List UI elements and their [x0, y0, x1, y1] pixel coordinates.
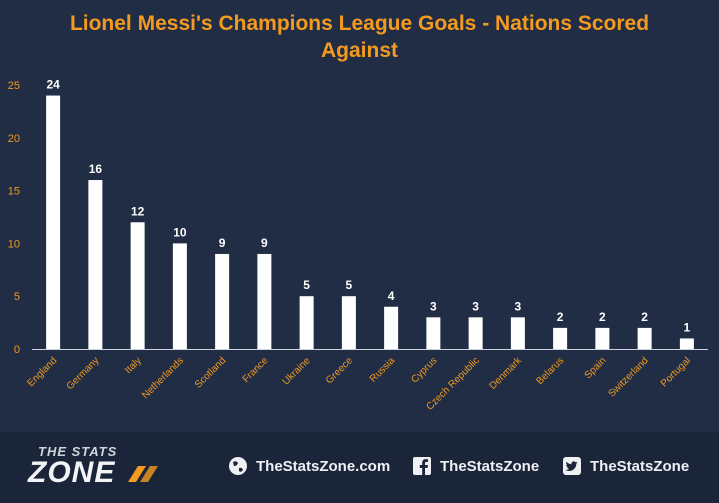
x-tick-label: Germany	[65, 355, 102, 392]
bar	[299, 296, 314, 349]
y-tick-label: 0	[14, 344, 20, 356]
data-label: 2	[641, 310, 648, 324]
bar	[130, 222, 145, 349]
data-label: 5	[303, 278, 310, 292]
bar	[384, 306, 399, 349]
data-label: 9	[261, 236, 268, 250]
x-tick-label: Spain	[583, 355, 609, 381]
website-label: TheStatsZone.com	[256, 457, 391, 475]
bar	[468, 317, 483, 349]
y-tick-label: 15	[8, 186, 20, 198]
x-tick-label: Belarus	[534, 355, 566, 387]
logo-stripe-icon	[128, 466, 158, 482]
bar	[679, 338, 694, 349]
bar	[637, 327, 652, 349]
data-label: 5	[346, 278, 353, 292]
chart-title: Lionel Messi's Champions League Goals - …	[0, 10, 719, 64]
y-tick-label: 20	[8, 133, 20, 145]
x-tick-label: England	[26, 355, 60, 389]
facebook-label: TheStatsZone	[440, 457, 540, 475]
logo-small-text: THE STATS	[38, 444, 118, 459]
x-tick-label: Russia	[368, 355, 398, 385]
bar	[426, 317, 441, 349]
x-tick-label: Scotland	[193, 355, 228, 390]
data-label: 1	[684, 320, 691, 334]
data-label: 10	[173, 225, 187, 239]
footer-bar: THE STATS ZONE TheStatsZone.com TheStats…	[0, 432, 719, 503]
data-label: 12	[131, 204, 145, 218]
bar	[172, 243, 187, 349]
data-label: 2	[557, 310, 564, 324]
bar	[257, 253, 272, 349]
data-label: 24	[46, 78, 60, 92]
globe-icon	[229, 457, 247, 475]
stats-zone-logo: THE STATS ZONE	[28, 444, 158, 492]
bar	[215, 253, 230, 349]
facebook-link[interactable]: TheStatsZone	[412, 454, 539, 478]
x-tick-label: Portugal	[659, 355, 693, 389]
x-tick-label: Greece	[324, 355, 355, 386]
bar	[46, 95, 61, 349]
x-tick-label: Switzerland	[606, 355, 650, 399]
x-tick-label: Cyprus	[409, 355, 439, 385]
x-tick-label: Italy	[123, 355, 144, 376]
chart-title-line-2: Against	[320, 39, 398, 62]
y-tick-label: 25	[8, 80, 20, 92]
twitter-label: TheStatsZone	[590, 457, 690, 475]
website-link[interactable]: TheStatsZone.com	[228, 454, 390, 478]
data-label: 4	[388, 289, 395, 303]
bar	[510, 317, 525, 349]
chart-title-line-1: Lionel Messi's Champions League Goals - …	[69, 12, 650, 35]
x-tick-label: Ukraine	[281, 355, 313, 387]
data-label: 3	[430, 299, 437, 313]
x-tick-label: France	[241, 355, 271, 385]
data-label: 3	[472, 299, 479, 313]
bar	[88, 180, 103, 349]
bar	[595, 327, 610, 349]
y-tick-label: 5	[14, 291, 20, 303]
facebook-icon	[413, 457, 431, 475]
twitter-link[interactable]: TheStatsZone	[562, 454, 689, 478]
x-tick-label: Denmark	[488, 355, 525, 392]
data-label: 16	[89, 162, 103, 176]
y-tick-label: 10	[8, 238, 20, 250]
logo-big-text: ZONE	[28, 456, 116, 489]
data-label: 2	[599, 310, 606, 324]
x-tick-label: Netherlands	[140, 355, 186, 401]
twitter-icon	[563, 457, 581, 475]
bar	[341, 296, 356, 349]
data-label: 3	[515, 299, 522, 313]
data-label: 9	[219, 236, 226, 250]
bar	[553, 327, 568, 349]
